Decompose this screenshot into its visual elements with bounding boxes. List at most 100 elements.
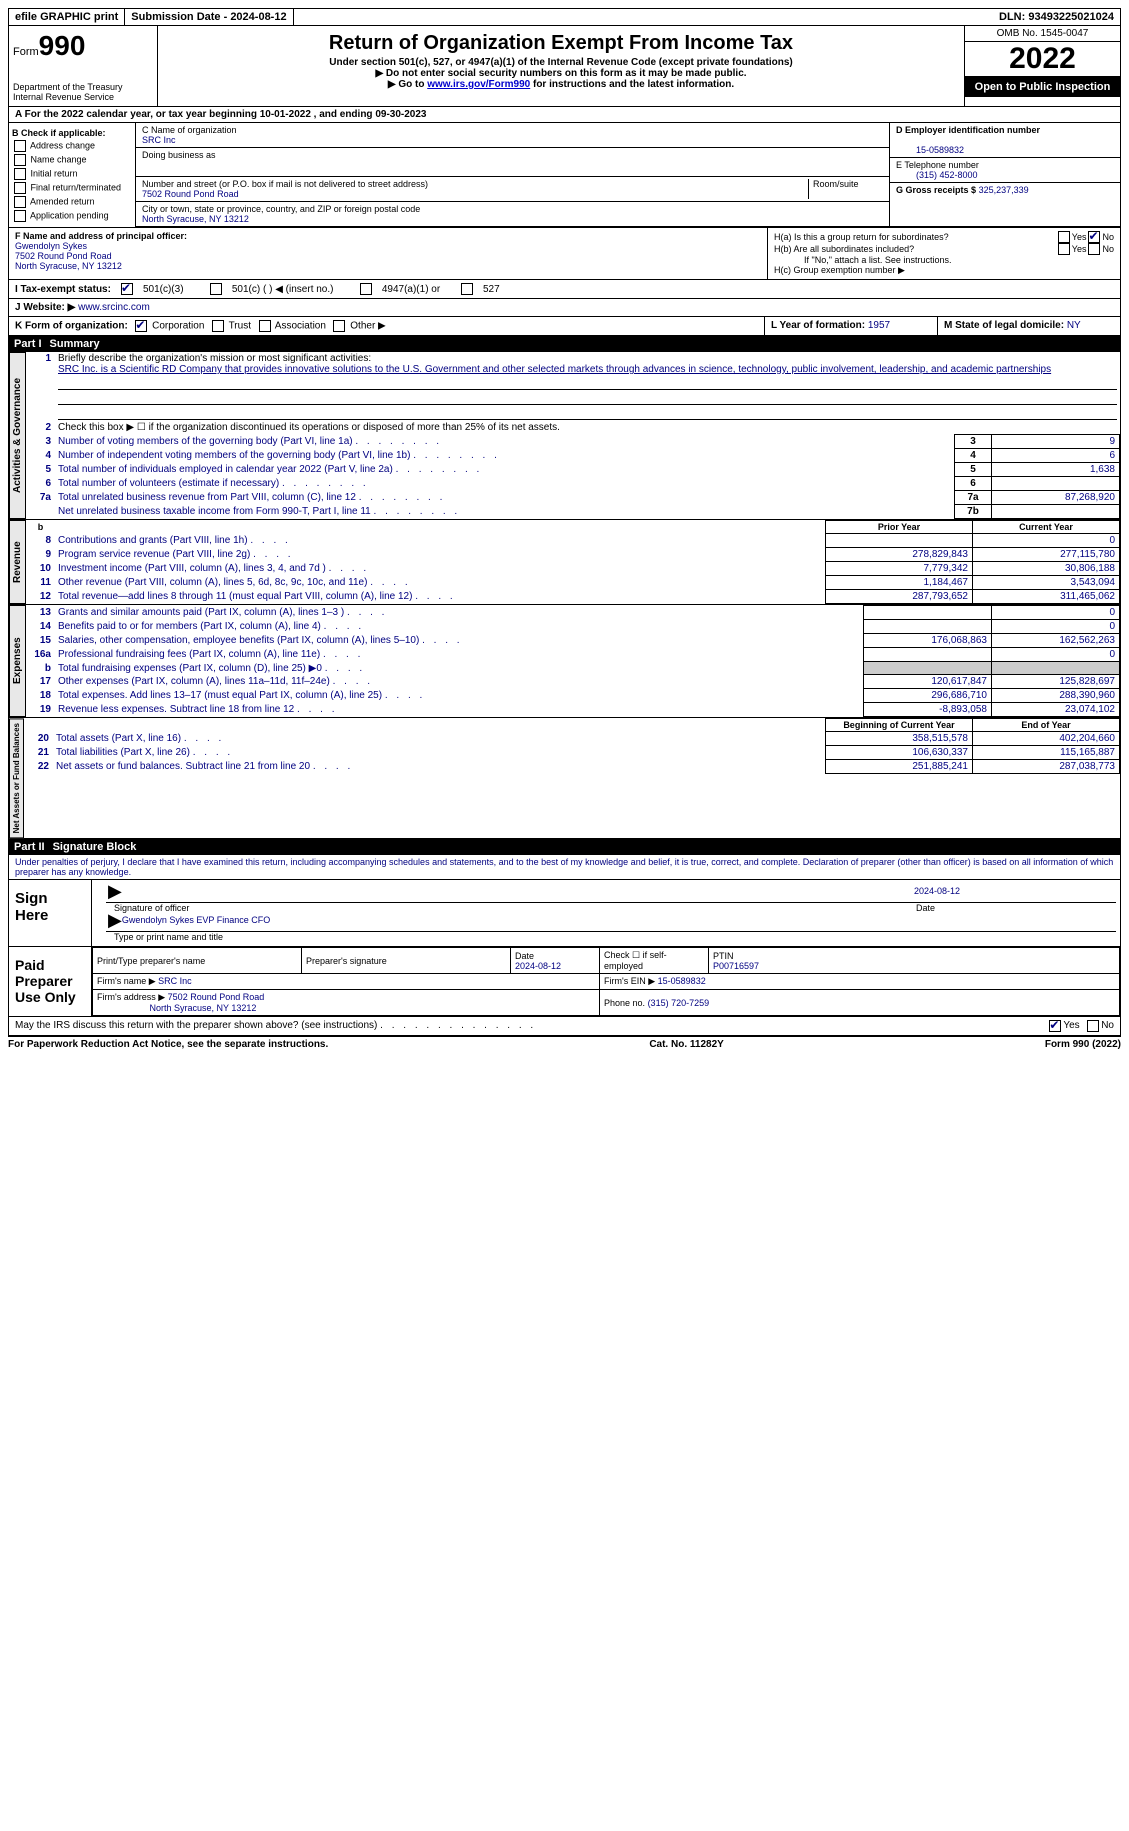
4947-check[interactable] [360,283,372,295]
footer-mid: Cat. No. 11282Y [649,1039,723,1050]
boxes-d-e-g: D Employer identification number 15-0589… [889,123,1120,226]
activities-governance: Activities & Governance 1 Briefly descri… [8,352,1121,520]
firm-name-label: Firm's name ▶ [97,976,156,986]
k-assoc[interactable] [259,320,271,332]
officer-addr1: 7502 Round Pond Road [15,251,112,261]
expenses-section: Expenses 13Grants and similar amounts pa… [8,605,1121,718]
501c-check[interactable] [210,283,222,295]
check-initial-return[interactable]: Initial return [12,168,132,180]
box-b-title: B Check if applicable: [12,128,132,138]
box-klm: K Form of organization: Corporation Trus… [8,317,1121,336]
opt-4947: 4947(a)(1) or [382,284,440,295]
no-1: No [1102,232,1114,242]
prep-check: Check ☐ if self-employed [600,948,709,974]
submission-date: Submission Date - 2024-08-12 [125,9,293,25]
data-line: 17Other expenses (Part IX, column (A), l… [26,675,1120,689]
officer-label: F Name and address of principal officer: [15,231,187,241]
firm-name: SRC Inc [158,976,192,986]
vert-exp: Expenses [9,605,26,717]
phone-label: E Telephone number [896,160,979,170]
may-irs-text: May the IRS discuss this return with the… [15,1020,377,1031]
check-name-change[interactable]: Name change [12,154,132,166]
check-final-return[interactable]: Final return/terminated [12,182,132,194]
note2-pre: ▶ Go to [388,79,427,90]
org-name: SRC Inc [142,135,176,145]
website-label: J Website: ▶ [15,302,75,313]
footer-left: For Paperwork Reduction Act Notice, see … [8,1039,328,1050]
org-city: North Syracuse, NY 13212 [142,214,249,224]
current-head: Current Year [973,521,1120,534]
501c3-check[interactable] [121,283,133,295]
firm-addr-label: Firm's address ▶ [97,992,165,1002]
sig-date-label: Date [916,903,1116,913]
gov-line: 3Number of voting members of the governi… [26,435,1120,449]
yes-3: Yes [1063,1020,1079,1032]
ssn-note: ▶ Do not enter social security numbers o… [162,68,960,79]
opt-501c: 501(c) ( ) ◀ (insert no.) [232,284,334,295]
check-app-pending[interactable]: Application pending [12,210,132,222]
k-corp[interactable] [135,320,147,332]
ptin: P00716597 [713,961,759,971]
l-value: 1957 [868,320,890,331]
tax-year: 2022 [965,42,1120,77]
efile-label: efile GRAPHIC print [9,9,125,25]
prep-name-label: Print/Type preparer's name [97,956,205,966]
ha-yes[interactable] [1058,231,1070,243]
data-line: 12Total revenue—add lines 8 through 11 (… [26,590,1120,604]
netassets-section: Net Assets or Fund Balances Beginning of… [8,718,1121,839]
b-opt-3: Final return/terminated [31,182,122,192]
may-irs-row: May the IRS discuss this return with the… [8,1017,1121,1036]
sig-officer-label: Signature of officer [114,903,916,913]
data-line: bTotal fundraising expenses (Part IX, co… [26,662,1120,675]
vert-rev: Revenue [9,520,26,604]
m-label: M State of legal domicile: [944,320,1064,331]
vert-gov: Activities & Governance [9,352,26,519]
k-opt-0: Corporation [152,321,204,332]
hc-label: H(c) Group exemption number ▶ [774,265,1114,276]
m-value: NY [1067,320,1081,331]
hb-no[interactable] [1088,243,1100,255]
data-line: 14Benefits paid to or for members (Part … [26,620,1120,634]
check-amended[interactable]: Amended return [12,196,132,208]
col-b-head: b [26,521,55,534]
may-irs-no[interactable] [1087,1020,1099,1032]
room-label: Room/suite [813,179,859,189]
box-i: I Tax-exempt status: 501(c)(3) 501(c) ( … [8,280,1121,299]
section-b-to-g: B Check if applicable: Address change Na… [8,123,1121,228]
ha-no[interactable] [1088,231,1100,243]
may-irs-yes[interactable] [1049,1020,1061,1032]
inspection-label: Open to Public Inspection [965,77,1120,97]
part2-heading: Signature Block [53,841,137,853]
ptin-label: PTIN [713,951,734,961]
sign-here-section: Sign Here ▶ 2024-08-12 Signature of offi… [8,880,1121,947]
l-label: L Year of formation: [771,320,865,331]
dln: DLN: 93493225021024 [993,9,1120,25]
k-other[interactable] [333,320,345,332]
data-line: 15Salaries, other compensation, employee… [26,634,1120,648]
check-address-change[interactable]: Address change [12,140,132,152]
arrow-icon: ▶ [108,886,122,900]
sig-name: Gwendolyn Sykes EVP Finance CFO [122,915,270,929]
firm-addr2: North Syracuse, NY 13212 [150,1003,257,1013]
hb-note: If "No," attach a list. See instructions… [774,255,1114,265]
data-line: 16aProfessional fundraising fees (Part I… [26,648,1120,662]
dept-treasury: Department of the Treasury Internal Reve… [13,82,153,102]
form-prefix: Form [13,46,39,58]
box-b: B Check if applicable: Address change Na… [9,123,136,227]
k-opt-1: Trust [229,321,251,332]
begin-head: Beginning of Current Year [826,719,973,732]
hb-yes[interactable] [1058,243,1070,255]
sig-name-label: Type or print name and title [114,932,1116,942]
irs-link[interactable]: www.irs.gov/Form990 [427,79,530,90]
box-h: H(a) Is this a group return for subordin… [768,228,1120,279]
ein-value: 15-0589832 [896,145,964,155]
note2-post: for instructions and the latest informat… [530,79,734,90]
k-trust[interactable] [212,320,224,332]
no-2: No [1102,244,1114,254]
527-check[interactable] [461,283,473,295]
omb-number: OMB No. 1545-0047 [965,26,1120,42]
row-a: A For the 2022 calendar year, or tax yea… [8,107,1121,123]
opt-501c3: 501(c)(3) [143,284,184,295]
arrow-icon-2: ▶ [108,915,122,929]
opt-527: 527 [483,284,500,295]
